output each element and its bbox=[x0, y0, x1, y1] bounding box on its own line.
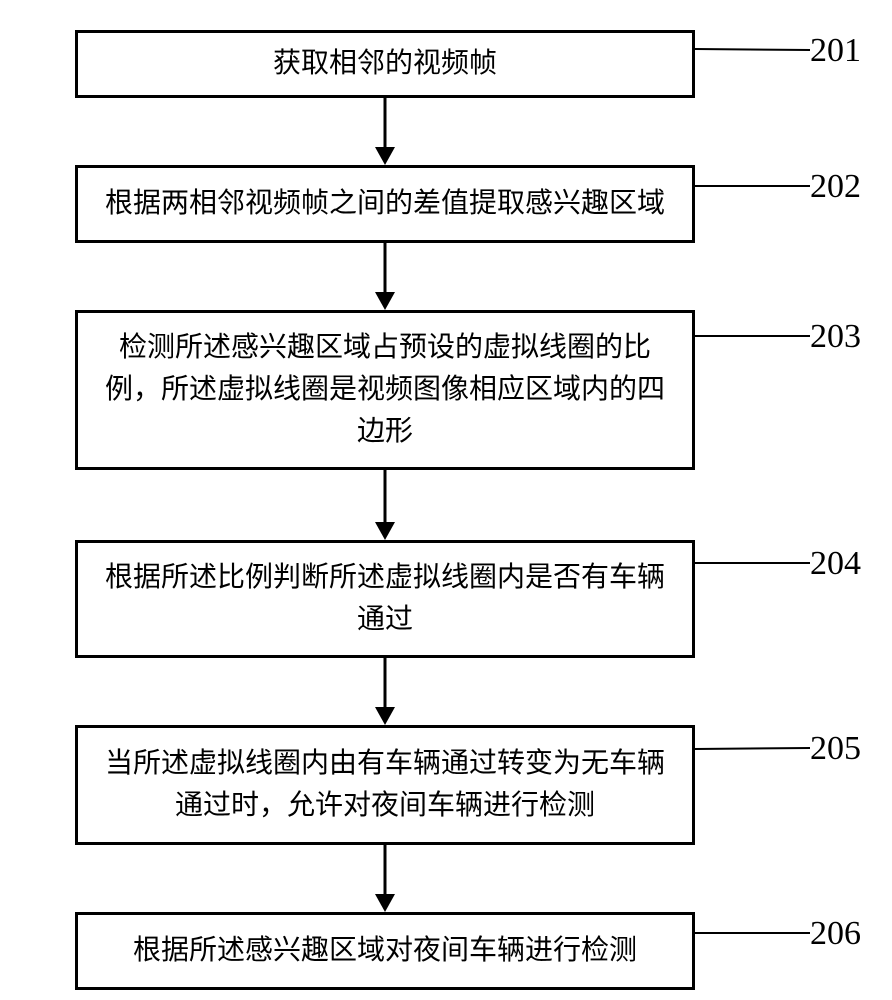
flow-step-text: 检测所述感兴趣区域占预设的虚拟线圈的比例，所述虚拟线圈是视频图像相应区域内的四边… bbox=[94, 327, 676, 453]
connector-line bbox=[384, 845, 387, 896]
flow-step-206: 根据所述感兴趣区域对夜间车辆进行检测 bbox=[75, 912, 695, 990]
leader-line bbox=[695, 335, 810, 337]
step-label-202: 202 bbox=[810, 168, 861, 206]
connector-arrowhead bbox=[375, 522, 395, 540]
leader-line bbox=[695, 185, 810, 187]
flow-step-202: 根据两相邻视频帧之间的差值提取感兴趣区域 bbox=[75, 165, 695, 243]
connector-arrowhead bbox=[375, 292, 395, 310]
flow-step-205: 当所述虚拟线圈内由有车辆通过转变为无车辆通过时，允许对夜间车辆进行检测 bbox=[75, 725, 695, 845]
connector-arrowhead bbox=[375, 707, 395, 725]
flow-step-text: 根据两相邻视频帧之间的差值提取感兴趣区域 bbox=[105, 183, 665, 225]
connector-arrowhead bbox=[375, 147, 395, 165]
leader-line bbox=[695, 48, 810, 51]
flow-step-text: 当所述虚拟线圈内由有车辆通过转变为无车辆通过时，允许对夜间车辆进行检测 bbox=[94, 743, 676, 827]
step-label-205: 205 bbox=[810, 730, 861, 768]
flow-step-201: 获取相邻的视频帧 bbox=[75, 30, 695, 98]
connector-arrowhead bbox=[375, 894, 395, 912]
leader-line bbox=[695, 747, 810, 750]
step-label-204: 204 bbox=[810, 545, 861, 583]
flow-step-text: 根据所述感兴趣区域对夜间车辆进行检测 bbox=[133, 930, 637, 972]
step-label-206: 206 bbox=[810, 915, 861, 953]
leader-line bbox=[695, 562, 810, 564]
connector-line bbox=[384, 98, 387, 149]
step-label-203: 203 bbox=[810, 318, 861, 356]
connector-line bbox=[384, 658, 387, 709]
connector-line bbox=[384, 470, 387, 524]
flow-step-203: 检测所述感兴趣区域占预设的虚拟线圈的比例，所述虚拟线圈是视频图像相应区域内的四边… bbox=[75, 310, 695, 470]
step-label-201: 201 bbox=[810, 32, 861, 70]
flow-step-text: 获取相邻的视频帧 bbox=[273, 43, 497, 85]
flow-step-text: 根据所述比例判断所述虚拟线圈内是否有车辆通过 bbox=[94, 557, 676, 641]
connector-line bbox=[384, 243, 387, 294]
leader-line bbox=[695, 932, 810, 934]
flow-step-204: 根据所述比例判断所述虚拟线圈内是否有车辆通过 bbox=[75, 540, 695, 658]
